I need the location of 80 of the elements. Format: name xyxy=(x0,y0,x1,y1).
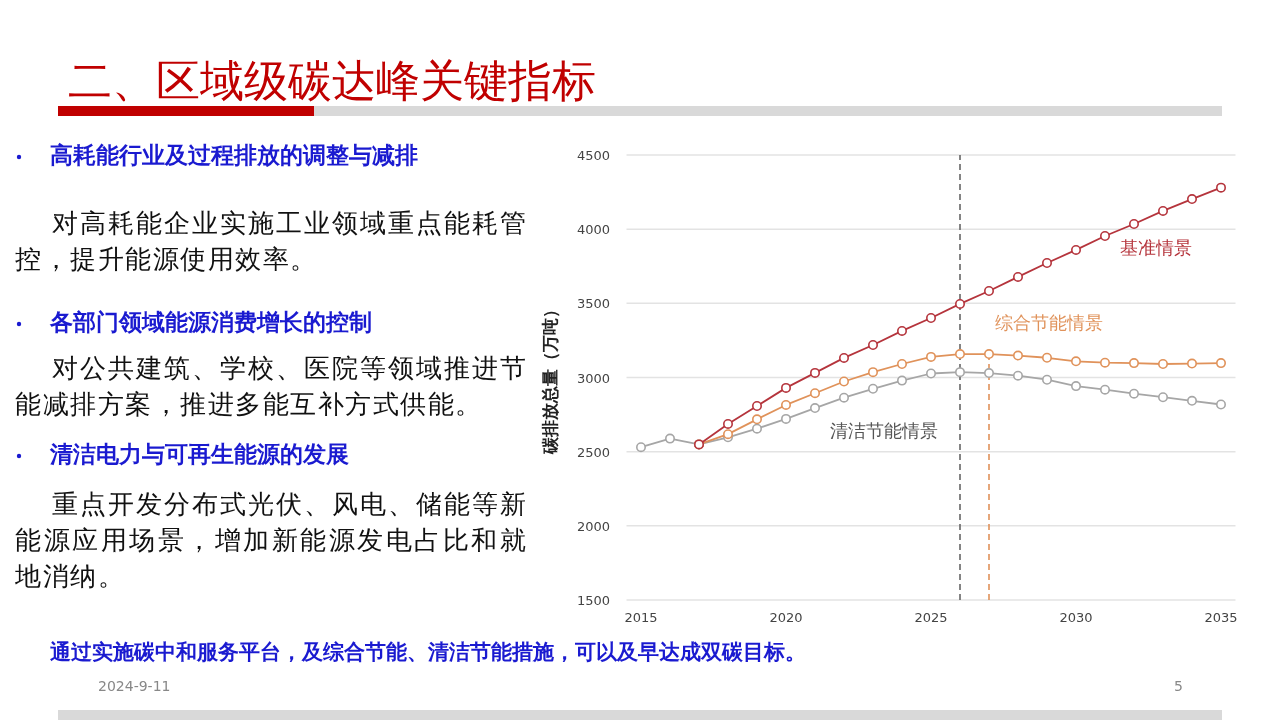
point xyxy=(1100,230,1110,241)
point xyxy=(955,367,965,378)
y-axis-title: 碳排放总量（万吨） xyxy=(540,301,560,455)
point xyxy=(1129,388,1139,399)
point xyxy=(839,392,849,403)
point xyxy=(752,400,762,411)
point xyxy=(1042,374,1052,385)
point xyxy=(839,376,849,387)
point xyxy=(1071,381,1081,392)
point xyxy=(723,418,733,429)
y-tick-label: 3500 xyxy=(576,296,610,312)
point xyxy=(1129,218,1139,229)
point xyxy=(868,367,878,378)
text: 对高耗能企业实施工业领域重点能耗管控，提升能源使用效率。 xyxy=(15,207,527,276)
point xyxy=(1013,350,1023,361)
point xyxy=(1158,392,1168,403)
text: 高耗能行业及过程排放的调整与减排 xyxy=(50,141,418,170)
series-label: 基准情景 xyxy=(1119,237,1192,259)
y-tick-label: 4500 xyxy=(576,148,610,163)
point xyxy=(868,340,878,351)
point xyxy=(1216,399,1226,410)
y-tick-label: 2000 xyxy=(576,518,610,534)
x-tick-label: 2020 xyxy=(769,610,803,625)
text: 2024-9-11 xyxy=(98,678,171,694)
point xyxy=(781,382,791,393)
series-label: 综合节能情景 xyxy=(994,311,1103,333)
point xyxy=(926,351,936,362)
point xyxy=(1100,384,1110,395)
point xyxy=(752,414,762,425)
text: 各部门领域能源消费增长的控制 xyxy=(50,308,372,337)
point xyxy=(1100,357,1110,368)
point xyxy=(984,368,994,379)
point xyxy=(984,286,994,297)
point xyxy=(955,349,965,360)
point xyxy=(955,298,965,309)
point xyxy=(810,403,820,414)
point xyxy=(1013,370,1023,381)
point xyxy=(781,399,791,410)
y-tick-label: 3000 xyxy=(576,370,610,386)
chart-title: 二、区域级碳达峰关键指标 xyxy=(68,55,596,106)
point xyxy=(1216,182,1226,193)
point xyxy=(1071,356,1081,367)
x-tick-label: 2035 xyxy=(1204,610,1238,625)
point xyxy=(1187,194,1197,205)
point xyxy=(665,433,675,444)
point xyxy=(1187,358,1197,369)
text: 通过实施碳中和服务平台，及综合节能、清洁节能措施，可以及早达成双碳目标。 xyxy=(50,639,806,666)
x-tick-label: 2025 xyxy=(914,610,948,625)
point xyxy=(1042,352,1052,363)
point xyxy=(868,383,878,394)
text: 对公共建筑、学校、医院等领域推进节能减排方案，推进多能互补方式供能。 xyxy=(15,352,527,421)
point xyxy=(781,413,791,424)
series-label: 清洁节能情景 xyxy=(829,419,938,441)
y-tick-label: 4000 xyxy=(576,222,610,238)
point xyxy=(1013,271,1023,282)
text: 清洁电力与可再生能源的发展 xyxy=(50,440,349,469)
text: 重点开发分布式光伏、风电、储能等新能源应用场景，增加新能源发电占比和就地消纳。 xyxy=(15,488,527,593)
point xyxy=(810,367,820,378)
point xyxy=(1158,205,1168,216)
point xyxy=(1187,395,1197,406)
point xyxy=(752,423,762,434)
point xyxy=(926,313,936,324)
point xyxy=(897,359,907,369)
point xyxy=(839,352,849,363)
point xyxy=(926,368,936,379)
point xyxy=(1042,257,1052,268)
x-tick-label: 2030 xyxy=(1059,610,1093,625)
point xyxy=(984,349,994,360)
y-tick-label: 2500 xyxy=(576,444,610,460)
x-tick-label: 2015 xyxy=(624,610,658,625)
point xyxy=(1071,244,1081,255)
point xyxy=(897,375,907,386)
point xyxy=(1158,359,1168,369)
text: 5 xyxy=(1174,678,1183,694)
point xyxy=(636,442,646,453)
point xyxy=(1129,358,1139,369)
point xyxy=(1216,358,1226,369)
point xyxy=(810,388,820,399)
y-tick-label: 1500 xyxy=(576,593,610,608)
point xyxy=(897,325,907,336)
